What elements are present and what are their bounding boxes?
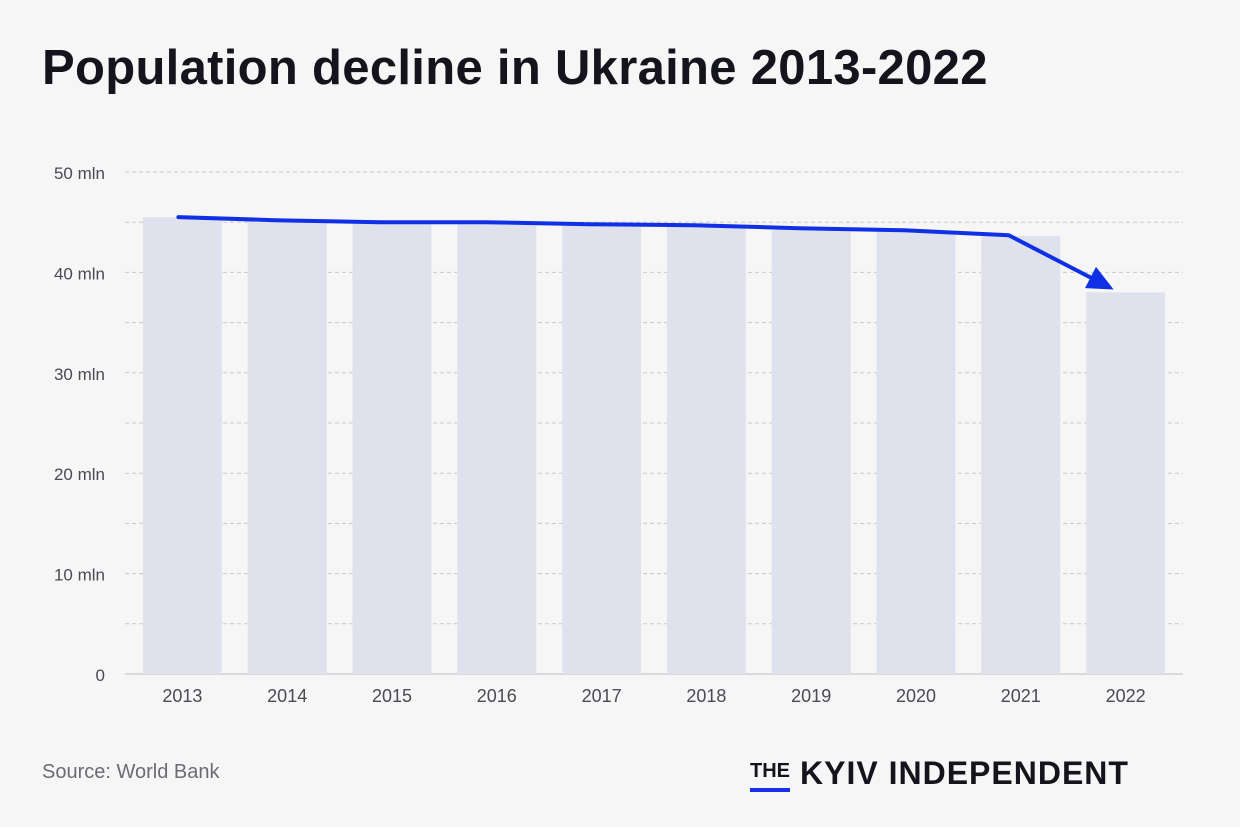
bar-2022 <box>1086 292 1166 674</box>
bar-2016 <box>457 223 537 675</box>
logo-name: KYIV INDEPENDENT <box>800 754 1129 791</box>
x-tick-label: 2014 <box>267 686 307 706</box>
x-tick-label: 2022 <box>1106 686 1146 706</box>
bar-2015 <box>352 222 432 674</box>
x-tick-label: 2015 <box>372 686 412 706</box>
chart-title: Population decline in Ukraine 2013-2022 <box>42 41 988 95</box>
bar-2014 <box>247 220 327 674</box>
bar-2018 <box>666 226 746 674</box>
bar-2017 <box>562 224 642 674</box>
x-tick-label: 2020 <box>896 686 936 706</box>
logo-the: THE <box>750 760 790 792</box>
y-tick-label: 40 mln <box>54 264 105 283</box>
x-tick-label: 2017 <box>582 686 622 706</box>
x-axis: 2013 2014 2015 2016 2017 2018 2019 2020 2021 2022 <box>162 686 1145 706</box>
y-tick-label: 10 mln <box>54 566 105 585</box>
trend-polyline <box>176 215 1093 280</box>
x-tick-label: 2016 <box>477 686 517 706</box>
bars <box>142 217 1166 675</box>
source-note: Source: World Bank <box>42 761 220 783</box>
y-tick-label: 30 mln <box>54 365 105 384</box>
bar-2019 <box>771 229 851 674</box>
x-tick-label: 2018 <box>686 686 726 706</box>
y-tick-label: 0 <box>96 666 105 685</box>
y-tick-label: 50 mln <box>54 164 105 183</box>
bar-2013 <box>142 217 222 674</box>
arrow-head-icon <box>1084 266 1114 290</box>
x-tick-label: 2013 <box>162 686 202 706</box>
bar-2020 <box>876 231 956 674</box>
y-axis: 0 10 mln 20 mln 30 mln 40 mln 50 mln <box>54 164 105 685</box>
y-tick-label: 20 mln <box>54 465 105 484</box>
bar-2021 <box>981 236 1061 675</box>
x-tick-label: 2021 <box>1001 686 1041 706</box>
x-tick-label: 2019 <box>791 686 831 706</box>
trend-line <box>176 215 1114 290</box>
publisher-logo: THE KYIV INDEPENDENT <box>750 753 1129 793</box>
